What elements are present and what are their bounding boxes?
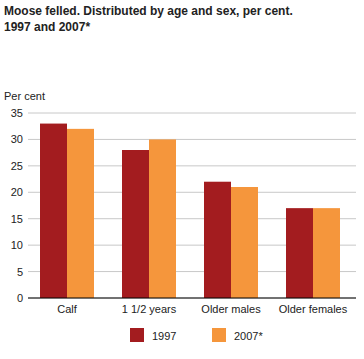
subtitle: 1997 and 2007* (4, 20, 90, 34)
bar (67, 129, 94, 298)
grid-line (28, 298, 356, 299)
bar (122, 150, 149, 298)
bar (313, 208, 340, 298)
y-tick-label: 20 (11, 186, 23, 198)
x-tick-label: Calf (57, 303, 78, 315)
y-tick-label: 0 (17, 292, 23, 304)
title: Moose felled. Distributed by age and sex… (4, 4, 293, 18)
chart: Moose felled. Distributed by age and sex… (0, 0, 364, 359)
bars (40, 124, 340, 298)
y-tick-label: 5 (17, 266, 23, 278)
bar (204, 182, 231, 298)
bar (40, 124, 67, 298)
y-tick-label: 30 (11, 133, 23, 145)
grid-line (28, 113, 356, 114)
y-tick-label: 25 (11, 160, 23, 172)
legend-label: 1997 (152, 330, 176, 342)
y-tick-label: 10 (11, 239, 23, 251)
legend-swatch (130, 328, 144, 342)
x-tick-label: Older females (279, 303, 348, 315)
legend-label: 2007* (234, 330, 263, 342)
y-axis-label: Per cent (4, 90, 45, 102)
legend-swatch (212, 328, 226, 342)
bar (149, 139, 176, 298)
bar (231, 187, 258, 298)
x-tick-label: 1 1/2 years (122, 303, 177, 315)
y-tick-label: 35 (11, 107, 23, 119)
x-tick-label: Older males (201, 303, 261, 315)
x-axis (28, 298, 356, 299)
chart-container: Moose felled. Distributed by age and sex… (0, 0, 364, 359)
bar (286, 208, 313, 298)
y-tick-label: 15 (11, 213, 23, 225)
